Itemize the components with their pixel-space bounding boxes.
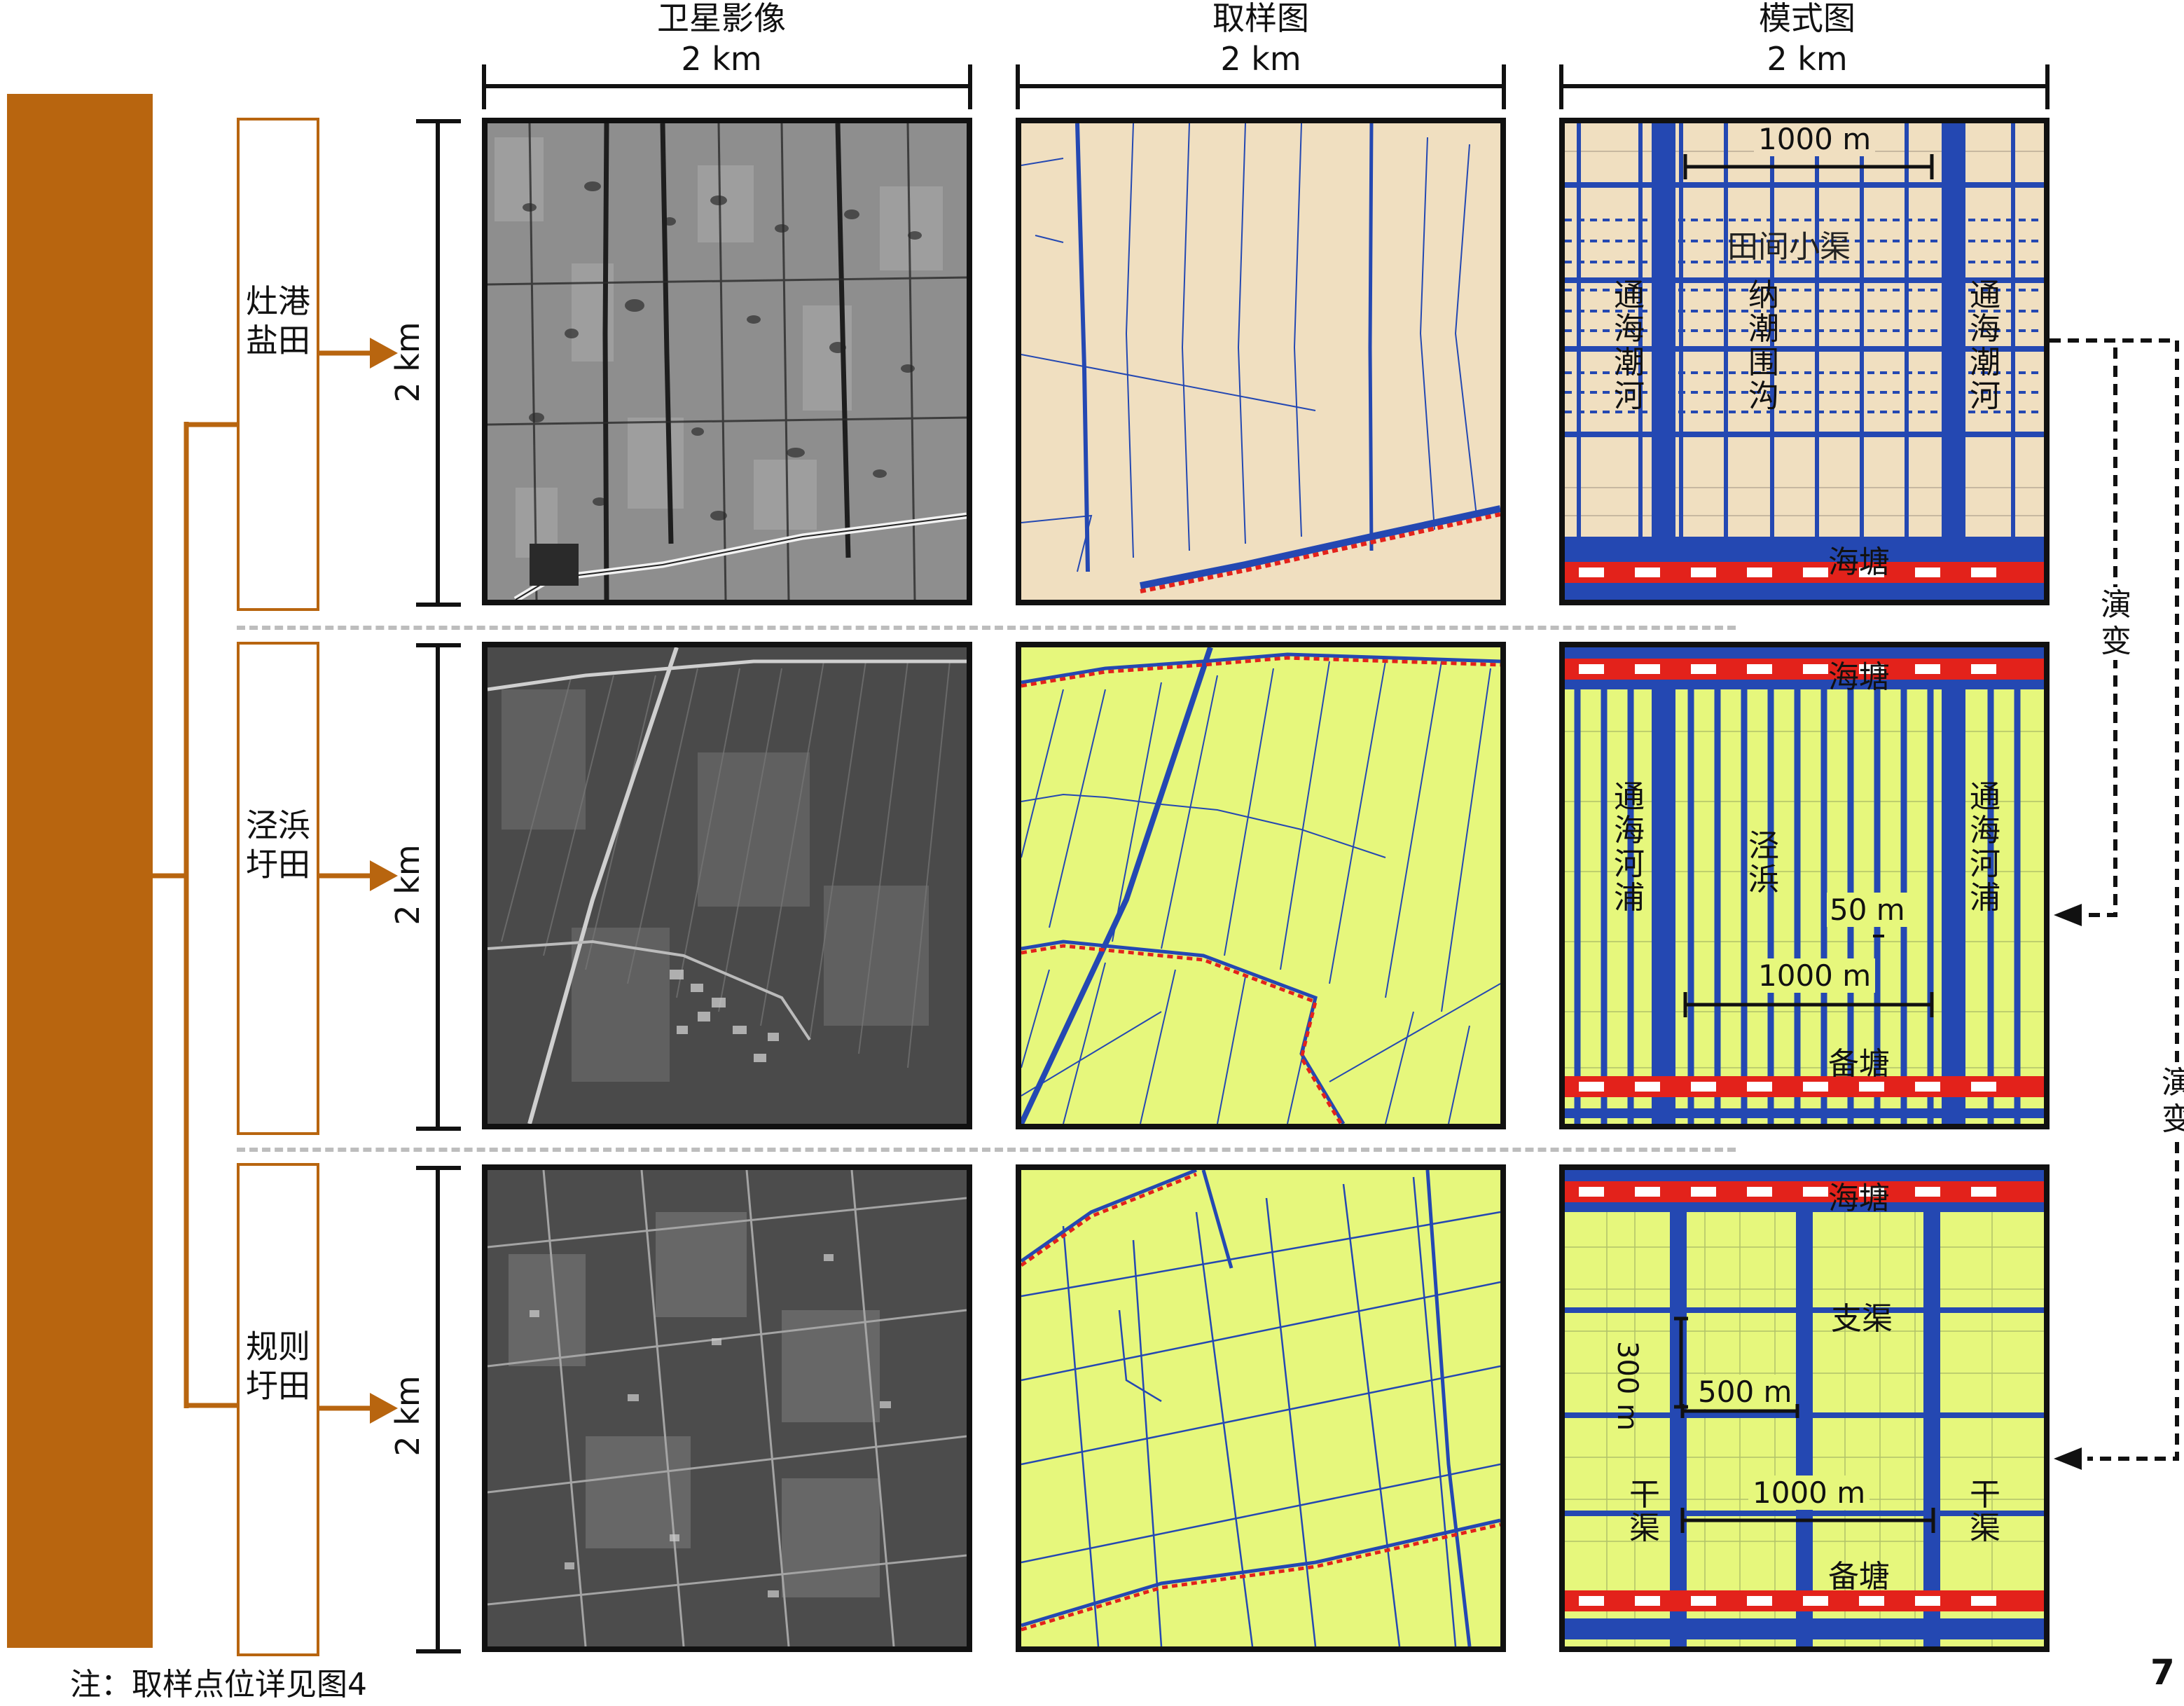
satellite-image-regular-polder — [482, 1164, 972, 1652]
trunk-bar — [7, 94, 153, 1648]
row-separator — [237, 626, 1736, 630]
evolution-label-2: 演变 — [2156, 1065, 2184, 1138]
tree-connector — [153, 338, 398, 1424]
col-scale-model: 2 km — [1767, 40, 1848, 78]
row-label-regular-polder: 规则圩田 — [237, 1163, 319, 1656]
evolution-label-1: 演变 — [2095, 587, 2137, 660]
row-separator — [237, 1148, 1736, 1152]
satellite-image-jingbang-polder — [482, 642, 972, 1129]
model-diagram-salt-field: 1000 m 田间小渠 通海潮河 纳潮围沟 通海潮河 海塘 — [1559, 118, 2050, 605]
col-title-sample: 取样图 — [1212, 0, 1309, 37]
col-scale-satellite: 2 km — [681, 40, 762, 78]
col-title-model: 模式图 — [1759, 0, 1855, 37]
model-diagram-jingbang-polder: 海塘 通海河浦 泾浜 通海河浦 50 m 1000 m 备塘 — [1559, 642, 2050, 1129]
row-label-salt-field: 灶港盐田 — [237, 118, 319, 611]
sample-map-regular-polder — [1016, 1164, 1506, 1652]
figure-number: 7 — [2150, 1652, 2175, 1693]
sample-map-jingbang-polder — [1016, 642, 1506, 1129]
satellite-image-salt-field — [482, 118, 972, 605]
col-title-satellite: 卫星影像 — [657, 0, 786, 37]
row-label-jingbang-polder: 泾浜圩田 — [237, 642, 319, 1135]
sample-map-salt-field — [1016, 118, 1506, 605]
evolution-arrows — [2050, 338, 2179, 1470]
model-diagram-regular-polder: 海塘 支渠 300 m 500 m 干渠 1000 m 干渠 备塘 — [1559, 1164, 2050, 1652]
footnote: 注：取样点位详见图4 — [70, 1667, 367, 1702]
col-scale-sample: 2 km — [1220, 40, 1301, 78]
